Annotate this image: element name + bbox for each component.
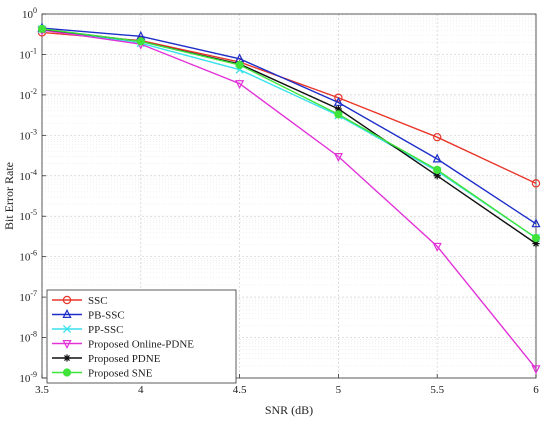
y-tick-label: 10-1 (19, 46, 37, 61)
series-line (41, 28, 537, 239)
legend: SSC PB-SSC PP-SSC Proposed Online-PDNE Propo… (46, 289, 237, 384)
x-axis-ticks: 3.5 4 4.5 5 5.5 6 (35, 374, 539, 396)
y-tick-label: 10-3 (19, 127, 37, 142)
legend-label: PB-SSC (88, 310, 125, 322)
x-tick-label: 3.5 (35, 384, 49, 396)
data-point (531, 233, 541, 243)
series-line (41, 27, 537, 225)
data-point (531, 179, 541, 188)
legend-entry: Proposed Online-PDNE (52, 339, 194, 351)
legend-entry: Proposed SNE (52, 368, 153, 380)
series-layer (37, 22, 541, 375)
x-tick-label: 4.5 (233, 384, 247, 396)
legend-marker (62, 340, 72, 350)
x-tick-label: 6 (533, 384, 539, 396)
data-point (433, 165, 442, 174)
data-point (37, 24, 47, 33)
data-point (531, 218, 541, 228)
legend-entry: PP-SSC (52, 324, 123, 336)
legend-label: PP-SSC (88, 324, 123, 336)
data-point (235, 80, 245, 90)
x-tick-label: 5 (336, 384, 342, 396)
data-point (432, 153, 442, 163)
x-tick-label: 4 (138, 384, 144, 396)
data-point (334, 93, 343, 102)
series-line (41, 28, 537, 239)
y-tick-label: 10-5 (19, 208, 37, 223)
data-point (334, 105, 342, 113)
series-proposed-sne (37, 24, 541, 243)
data-point (333, 153, 343, 163)
data-point (433, 172, 441, 180)
data-point (235, 60, 244, 70)
legend-label: Proposed Online-PDNE (88, 339, 194, 351)
y-tick-label: 10-6 (19, 249, 37, 264)
legend-marker (63, 354, 71, 362)
plot-frame (41, 13, 537, 379)
y-tick-label: 10-4 (19, 168, 37, 183)
data-point (531, 365, 541, 375)
data-point (432, 242, 442, 252)
data-point (532, 240, 540, 248)
legend-entry: SSC (52, 295, 108, 307)
series-line (41, 29, 537, 370)
x-axis-label: SNR (dB) (265, 403, 313, 417)
legend-box (46, 289, 237, 384)
minor-grid (42, 15, 536, 367)
data-point (334, 110, 343, 119)
y-tick-label: 10-9 (19, 370, 37, 385)
y-axis-ticks: 100 10-1 10-2 10-3 10-4 10-5 10-6 10-7 10-8 10-9 (19, 6, 46, 385)
legend-marker (62, 324, 72, 334)
legend-label: Proposed PDNE (88, 353, 161, 365)
legend-label: SSC (88, 295, 108, 307)
data-point (136, 37, 145, 46)
y-tick-label: 10-7 (19, 289, 37, 304)
legend-entry: Proposed PDNE (52, 353, 161, 365)
y-tick-label: 10-8 (19, 330, 37, 345)
y-tick-label: 10-2 (19, 87, 37, 102)
legend-entry: PB-SSC (52, 308, 125, 322)
legend-marker (62, 308, 72, 318)
legend-marker (62, 368, 72, 377)
y-axis-label: Bit Error Rate (2, 162, 16, 230)
x-tick-label: 5.5 (430, 384, 444, 396)
legend-marker (62, 295, 72, 305)
data-point (433, 132, 442, 142)
legend-label: Proposed SNE (88, 368, 153, 380)
y-tick-label: 100 (22, 6, 37, 21)
